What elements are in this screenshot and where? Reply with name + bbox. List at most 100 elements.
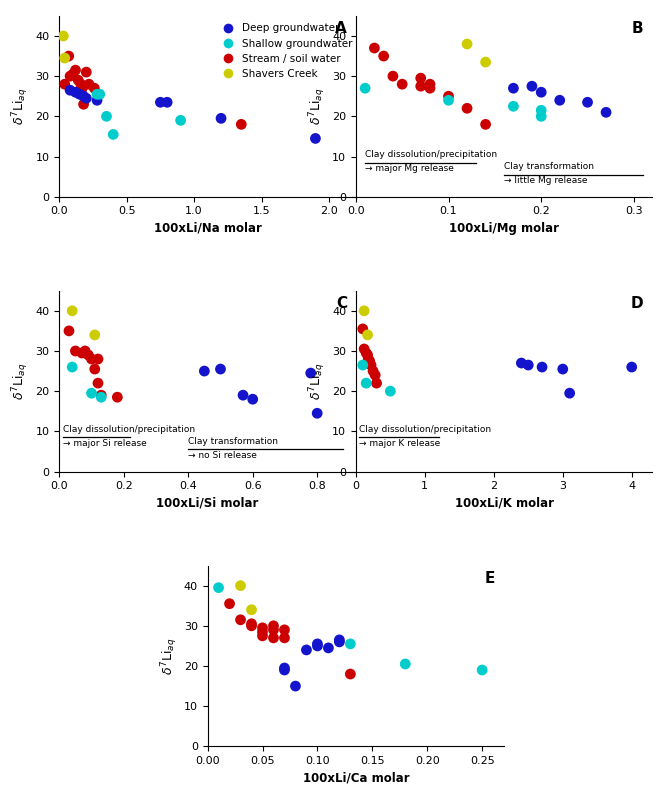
Point — [246, 619, 257, 632]
Point — [235, 580, 246, 592]
Point — [363, 353, 374, 365]
Point — [214, 581, 224, 594]
Point — [516, 357, 527, 369]
Point — [67, 67, 78, 80]
Point — [359, 343, 370, 356]
Point — [224, 597, 235, 610]
Point — [369, 41, 380, 54]
Point — [268, 631, 279, 644]
Point — [112, 391, 123, 403]
Point — [86, 353, 97, 365]
Point — [370, 368, 380, 381]
Point — [215, 112, 226, 125]
Point — [385, 385, 395, 398]
Point — [155, 96, 165, 109]
Point — [246, 618, 257, 630]
Point — [63, 50, 74, 63]
Point — [70, 345, 80, 357]
Point — [306, 367, 316, 380]
Text: B: B — [632, 21, 643, 37]
Point — [415, 80, 426, 93]
Point — [93, 377, 103, 390]
Point — [357, 322, 368, 335]
Point — [268, 623, 279, 636]
Y-axis label: $\delta^7\mathrm{Li}_{aq}$: $\delta^7\mathrm{Li}_{aq}$ — [11, 362, 31, 400]
Text: Clay transformation: Clay transformation — [504, 163, 594, 172]
Point — [279, 664, 290, 676]
Point — [80, 345, 90, 357]
Point — [345, 638, 356, 650]
Y-axis label: $\delta^7\mathrm{Li}_{aq}$: $\delta^7\mathrm{Li}_{aq}$ — [307, 87, 328, 125]
Point — [76, 78, 86, 91]
Point — [235, 614, 246, 626]
Point — [81, 92, 92, 105]
Point — [96, 389, 107, 402]
Point — [536, 110, 546, 123]
Point — [162, 96, 173, 109]
Point — [78, 90, 89, 102]
Point — [101, 110, 112, 123]
Point — [236, 118, 246, 131]
Point — [400, 657, 411, 670]
X-axis label: 100xLi/Si molar: 100xLi/Si molar — [156, 497, 259, 510]
Point — [279, 631, 290, 644]
Point — [81, 66, 92, 79]
Text: → no Si release: → no Si release — [188, 451, 257, 460]
Point — [361, 347, 372, 360]
Point — [215, 363, 226, 376]
Point — [558, 363, 568, 376]
Point — [583, 96, 593, 109]
Point — [93, 353, 103, 365]
Point — [312, 638, 323, 650]
Point — [601, 106, 612, 118]
Point — [257, 630, 268, 642]
Point — [508, 82, 519, 94]
Point — [84, 78, 94, 91]
Point — [73, 74, 84, 87]
Point — [368, 364, 378, 377]
Point — [268, 619, 279, 632]
Point — [537, 360, 548, 373]
Point — [74, 88, 85, 101]
Point — [357, 359, 368, 372]
Point — [71, 64, 81, 76]
Point — [96, 391, 107, 403]
Point — [362, 329, 373, 341]
Point — [415, 71, 426, 84]
Point — [76, 347, 87, 360]
Point — [364, 355, 375, 368]
Y-axis label: $\delta^7\mathrm{Li}_{aq}$: $\delta^7\mathrm{Li}_{aq}$ — [11, 87, 31, 125]
X-axis label: 100xLi/K molar: 100xLi/K molar — [455, 497, 554, 510]
Point — [86, 387, 97, 399]
Point — [65, 70, 75, 83]
Point — [366, 359, 376, 372]
Point — [257, 626, 268, 638]
Point — [480, 56, 491, 68]
Point — [257, 622, 268, 634]
Point — [334, 634, 345, 646]
Point — [508, 100, 519, 113]
Point — [359, 304, 370, 317]
Y-axis label: $\delta^7\mathrm{Li}_{aq}$: $\delta^7\mathrm{Li}_{aq}$ — [159, 637, 179, 675]
Point — [108, 128, 119, 141]
Text: → major K release: → major K release — [359, 438, 441, 448]
Point — [564, 387, 575, 399]
Text: Clay dissolution/precipitation: Clay dissolution/precipitation — [359, 425, 492, 434]
Point — [523, 359, 534, 372]
Point — [387, 70, 398, 83]
Point — [247, 393, 258, 406]
Point — [279, 623, 290, 636]
Point — [477, 664, 488, 676]
Text: Clay dissolution/precipitation: Clay dissolution/precipitation — [365, 150, 498, 160]
Point — [301, 644, 312, 657]
Point — [397, 78, 407, 91]
Text: → little Mg release: → little Mg release — [504, 175, 588, 185]
Point — [361, 377, 372, 390]
Point — [371, 377, 382, 390]
Point — [92, 94, 102, 106]
Point — [279, 661, 290, 674]
Point — [64, 325, 74, 337]
Point — [238, 389, 248, 402]
Point — [90, 363, 100, 376]
Point — [89, 82, 100, 94]
